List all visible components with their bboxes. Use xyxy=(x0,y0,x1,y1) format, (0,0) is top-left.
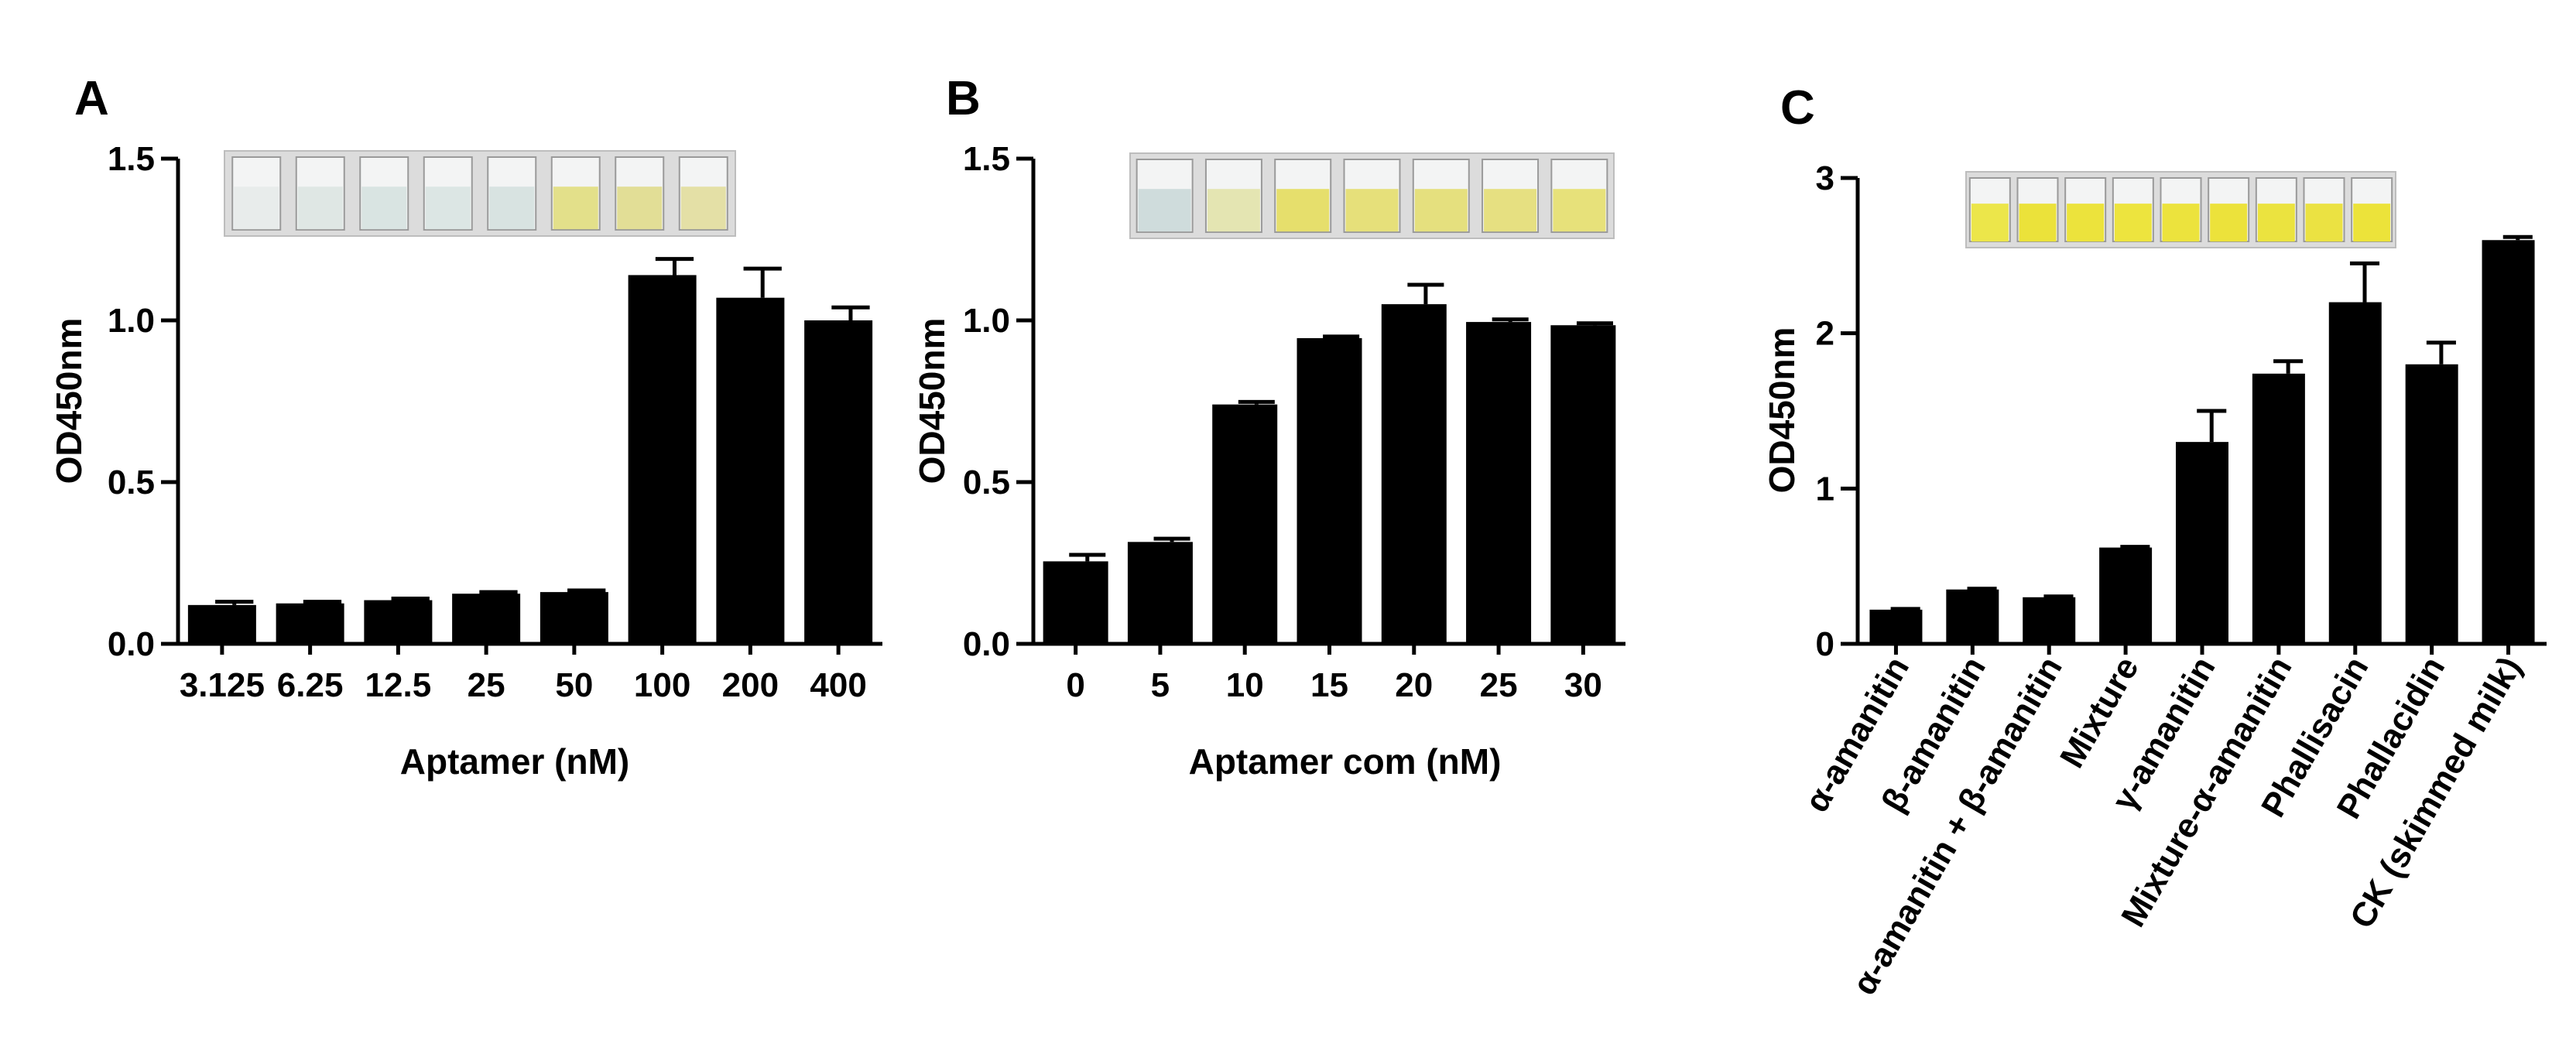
x-axis-title-b: Aptamer com (nM) xyxy=(1189,741,1502,782)
well-liquid-5 xyxy=(1414,189,1468,232)
well-strip-photo-a xyxy=(224,150,736,237)
x-tick-label: 25 xyxy=(1480,666,1518,704)
well-liquid-9 xyxy=(2353,204,2391,242)
x-axis-title-a: Aptamer (nM) xyxy=(400,741,629,782)
x-tick-label: 12.5 xyxy=(365,666,432,704)
well-liquid-4 xyxy=(425,186,471,230)
well-liquid-4 xyxy=(2114,204,2152,242)
bar-8 xyxy=(804,320,873,644)
x-tick-label: 5 xyxy=(1151,666,1170,704)
well-liquid-7 xyxy=(617,186,663,230)
well-liquid-6 xyxy=(2210,204,2248,242)
well-strip-photo-b xyxy=(1129,152,1615,239)
bar-5 xyxy=(2176,442,2228,644)
well-liquid-3 xyxy=(1276,189,1330,232)
x-tick-label: 30 xyxy=(1564,666,1602,704)
bar-7 xyxy=(2328,302,2382,644)
panel-a: A 0.0 0.5 1.0 1.5 3.125 6.25 12.5 25 50 100 200 400… xyxy=(49,72,882,782)
y-tick-label: 3 xyxy=(1816,159,1834,197)
well-liquid-4 xyxy=(1345,189,1399,232)
well-liquid-2 xyxy=(297,186,343,230)
bar-4 xyxy=(452,594,521,644)
well-liquid-1 xyxy=(1971,204,2009,242)
bar-5 xyxy=(1381,304,1447,644)
panel-label-b: B xyxy=(946,72,981,125)
x-tick-label: 50 xyxy=(555,666,593,704)
well-liquid-7 xyxy=(2257,204,2295,242)
x-tick-label: 15 xyxy=(1310,666,1348,704)
well-liquid-8 xyxy=(2305,204,2343,242)
well-liquid-2 xyxy=(2019,204,2057,242)
bar-7 xyxy=(716,297,785,644)
bar-2 xyxy=(1946,589,1999,644)
x-tick-label: 10 xyxy=(1226,666,1264,704)
y-tick-label: 1.0 xyxy=(963,302,1010,340)
well-liquid-1 xyxy=(234,186,279,230)
panel-label-c: C xyxy=(1780,81,1815,135)
bar-6 xyxy=(628,275,697,644)
well-liquid-3 xyxy=(2067,204,2105,242)
panel-b: B 0.0 0.5 1.0 1.5 0 5 10 15 20 25 30 OD450nm Aptamer… xyxy=(912,72,1625,782)
x-tick-label: 0 xyxy=(1066,666,1084,704)
y-tick-label: 1.0 xyxy=(108,302,155,340)
y-tick-label: 0.5 xyxy=(108,464,155,501)
y-axis-title-a: OD450nm xyxy=(49,318,89,484)
panel-label-a: A xyxy=(74,72,109,125)
bar-3 xyxy=(2023,597,2076,644)
bar-2 xyxy=(1127,542,1193,644)
well-liquid-6 xyxy=(553,186,598,230)
y-tick-label: 2 xyxy=(1816,315,1834,353)
x-tick-label: 25 xyxy=(468,666,505,704)
well-liquid-5 xyxy=(2162,204,2200,242)
x-tick-label: 100 xyxy=(634,666,690,704)
x-tick-label: 20 xyxy=(1395,666,1433,704)
bar-1 xyxy=(1869,609,1923,644)
bar-4 xyxy=(2099,547,2153,644)
y-tick-label: 1 xyxy=(1816,470,1834,508)
bar-6 xyxy=(2252,373,2305,644)
x-tick-label: 6.25 xyxy=(277,666,344,704)
bar-3 xyxy=(364,600,433,644)
bar-1 xyxy=(1043,561,1108,644)
x-tick-label: 200 xyxy=(722,666,779,704)
well-liquid-6 xyxy=(1484,189,1537,232)
y-tick-label: 1.5 xyxy=(963,140,1010,178)
well-liquid-5 xyxy=(489,186,535,230)
bar-5 xyxy=(540,592,608,644)
bar-4 xyxy=(1297,337,1362,644)
bar-2 xyxy=(276,603,344,644)
well-liquid-3 xyxy=(361,186,407,230)
bar-9 xyxy=(2482,240,2535,644)
y-tick-label: 0.0 xyxy=(963,625,1010,663)
y-tick-label: 0 xyxy=(1816,625,1834,663)
x-tick-label: 3.125 xyxy=(180,666,265,704)
bar-1 xyxy=(187,604,256,644)
y-axis-title-c: OD450nm xyxy=(1762,327,1802,494)
y-tick-label: 0.0 xyxy=(108,625,155,663)
y-tick-label: 1.5 xyxy=(108,140,155,178)
well-liquid-7 xyxy=(1553,189,1606,232)
well-strip-photo-c xyxy=(1965,171,2396,248)
bar-7 xyxy=(1550,325,1616,644)
well-liquid-2 xyxy=(1207,189,1260,232)
y-axis-title-b: OD450nm xyxy=(912,318,952,484)
well-liquid-1 xyxy=(1138,189,1191,232)
y-tick-label: 0.5 xyxy=(963,464,1010,501)
bar-8 xyxy=(2405,364,2458,644)
bar-6 xyxy=(1466,322,1532,644)
x-tick-label: 400 xyxy=(810,666,866,704)
bar-3 xyxy=(1212,404,1278,644)
well-liquid-8 xyxy=(680,186,726,230)
